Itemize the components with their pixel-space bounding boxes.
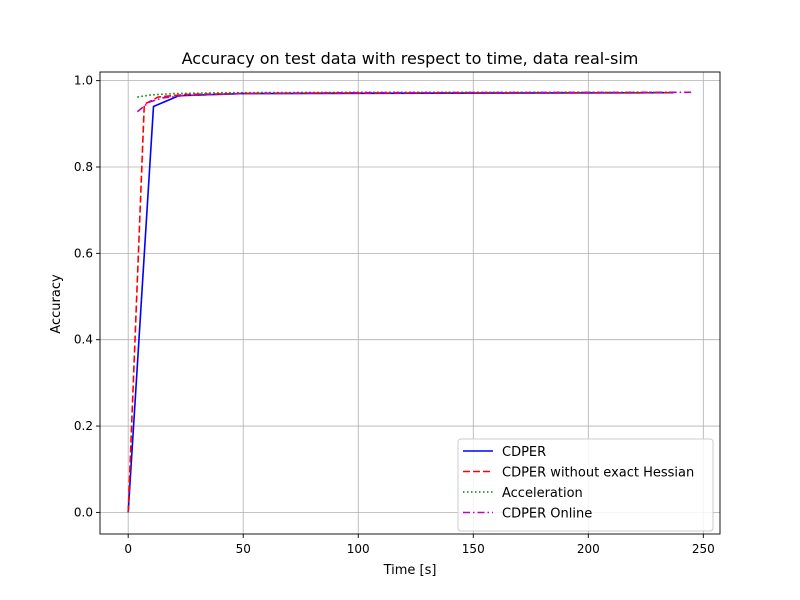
legend-label-3: Acceleration bbox=[502, 486, 583, 501]
axes-frame bbox=[99, 71, 721, 535]
y-tick-label: 1.0 bbox=[74, 74, 93, 88]
x-tick-label: 50 bbox=[236, 542, 251, 556]
x-tick-label: 200 bbox=[577, 542, 600, 556]
x-tick-label: 250 bbox=[692, 542, 715, 556]
y-tick-label: 0.0 bbox=[74, 505, 93, 519]
series-line-3 bbox=[137, 91, 674, 98]
legend-label-4: CDPER Online bbox=[502, 507, 592, 522]
y-tick-label: 0.4 bbox=[74, 333, 93, 347]
legend-label-2: CDPER without exact Hessian bbox=[502, 466, 694, 481]
chart-title: Accuracy on test data with respect to ti… bbox=[182, 49, 639, 68]
y-tick-label: 0.2 bbox=[74, 419, 93, 433]
x-tick-label: 0 bbox=[124, 542, 132, 556]
y-tick-label: 0.8 bbox=[74, 160, 93, 174]
legend-box bbox=[457, 438, 714, 532]
x-axis-label: Time [s] bbox=[383, 563, 437, 578]
x-tick-label: 150 bbox=[462, 542, 485, 556]
legend: CDPER CDPER without exact Hessian Accelera… bbox=[457, 438, 714, 532]
legend-label-1: CDPER bbox=[502, 445, 546, 460]
series-line-4 bbox=[136, 91, 695, 113]
x-tick-label: 100 bbox=[347, 542, 370, 556]
y-tick-label: 0.6 bbox=[74, 246, 93, 260]
y-axis-label: Accuracy bbox=[49, 274, 64, 334]
